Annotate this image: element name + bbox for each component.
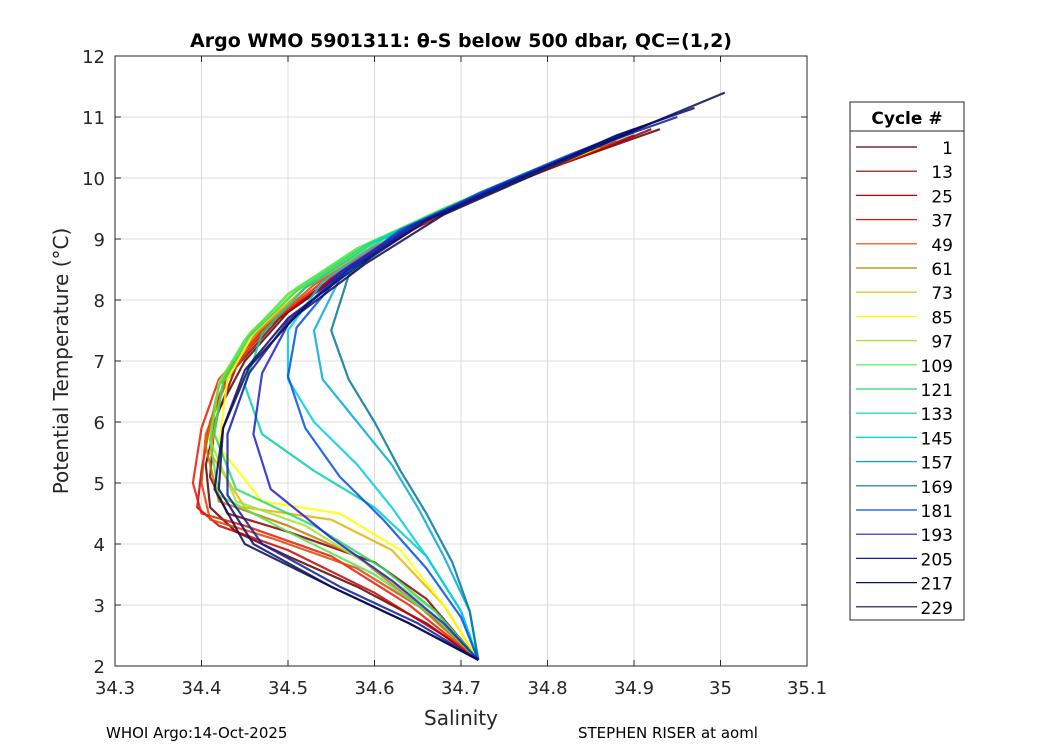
x-tick-label: 34.8 — [527, 678, 567, 699]
legend-title: Cycle # — [871, 109, 942, 129]
y-tick-label: 11 — [82, 108, 105, 129]
theta-s-profile-line — [226, 115, 678, 661]
legend-label: 133 — [921, 405, 953, 425]
legend: Cycle # 1 13 25 37 49 61 73 85 97 109 121 133 145 157… — [849, 101, 965, 621]
y-axis-label: Potential Temperature (°C) — [49, 228, 73, 495]
legend-label: 145 — [921, 429, 953, 449]
legend-label: 13 — [931, 163, 953, 183]
legend-label: 85 — [931, 308, 953, 328]
legend-label: 61 — [931, 260, 953, 280]
legend-label: 25 — [931, 187, 953, 207]
x-tick-label: 34.3 — [95, 678, 135, 699]
legend-entries: 1 13 25 37 49 61 73 85 97 109 121 133 145 157 169 181 19… — [856, 139, 953, 619]
y-tick-label: 4 — [94, 535, 105, 556]
y-tick-label: 6 — [94, 413, 105, 434]
data-series-group — [191, 91, 726, 661]
legend-label: 49 — [931, 236, 953, 256]
y-tick-label: 2 — [94, 657, 105, 678]
x-tick-label: 35.1 — [787, 678, 827, 699]
footer-date-label: WHOI Argo:14-Oct-2025 — [106, 724, 288, 742]
y-tick-label: 12 — [82, 47, 105, 68]
chart-title: Argo WMO 5901311: θ-S below 500 dbar, QC… — [190, 30, 732, 52]
x-tick-label: 34.5 — [268, 678, 308, 699]
grid — [114, 55, 808, 667]
legend-label: 97 — [931, 333, 953, 353]
legend-label: 121 — [921, 381, 953, 401]
x-tick-label: 34.6 — [354, 678, 394, 699]
y-tick-label: 3 — [94, 596, 105, 617]
y-tick-label: 10 — [82, 169, 105, 190]
theta-s-profile-line — [213, 91, 726, 661]
y-tick-label: 5 — [94, 474, 105, 495]
legend-label: 109 — [921, 357, 953, 377]
legend-label: 205 — [921, 550, 953, 570]
y-tick-label: 7 — [94, 352, 105, 373]
footer-author-label: STEPHEN RISER at aoml — [578, 724, 758, 742]
legend-label: 157 — [921, 454, 953, 474]
x-tick-label: 35 — [709, 678, 732, 699]
legend-label: 37 — [931, 212, 953, 232]
legend-label: 217 — [921, 575, 953, 595]
legend-label: 229 — [921, 599, 953, 619]
x-tick-label: 34.7 — [441, 678, 481, 699]
legend-label: 73 — [931, 284, 953, 304]
legend-label: 1 — [942, 139, 953, 159]
legend-label: 193 — [921, 526, 953, 546]
legend-label: 169 — [921, 478, 953, 498]
legend-label: 181 — [921, 502, 953, 522]
y-tick-label: 8 — [94, 291, 105, 312]
x-axis-label: Salinity — [424, 706, 498, 730]
x-tick-label: 34.4 — [181, 678, 221, 699]
axis-ticks: 34.3 34.4 34.5 34.6 34.7 34.8 34.9 35 35.1 2 3 4 5 6 7… — [82, 47, 827, 699]
y-tick-label: 9 — [94, 230, 105, 251]
x-tick-label: 34.9 — [614, 678, 654, 699]
